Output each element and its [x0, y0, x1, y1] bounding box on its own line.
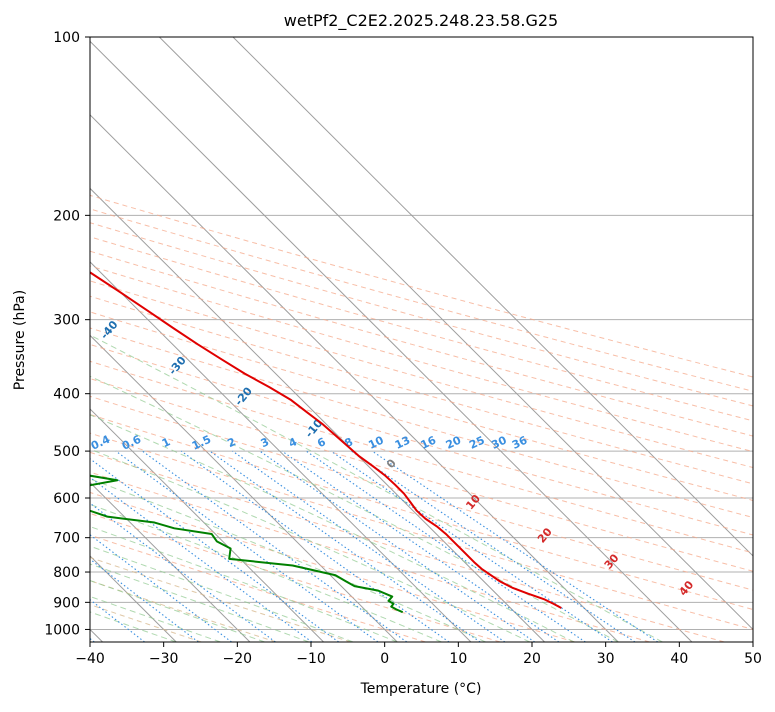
mixing-ratio-label: 13 — [393, 434, 412, 452]
dry-adiabat-line — [90, 360, 753, 554]
x-tick-label: 50 — [744, 651, 762, 667]
mixing-ratio-line — [142, 450, 408, 642]
dry-adiabat-lines — [90, 194, 753, 642]
plot-frame — [89, 36, 754, 643]
dry-adiabat-line — [90, 236, 753, 422]
x-tick-label: −30 — [149, 651, 179, 667]
dewpoint-profile — [90, 474, 404, 614]
dry-adiabat-line — [90, 413, 753, 611]
mixing-ratio-label: 10 — [366, 433, 386, 451]
mixing-ratio-line — [232, 450, 506, 642]
y-tick-label: 700 — [53, 531, 80, 547]
dry-adiabat-line — [90, 556, 351, 642]
mixing-ratio-label: 20 — [444, 433, 464, 451]
x-tick-label: 20 — [523, 651, 541, 667]
mixing-ratio-line — [351, 450, 636, 642]
mixing-ratio-line — [330, 450, 613, 642]
dry-adiabat-line — [90, 580, 277, 642]
isotherm-line — [232, 37, 753, 557]
y-tick-label: 500 — [53, 444, 80, 460]
x-tick-label: −40 — [75, 651, 105, 667]
x-tick-label: 40 — [670, 651, 688, 667]
sounding-profiles — [90, 271, 562, 614]
isotherm-line — [90, 481, 251, 642]
mixing-ratio-line — [90, 558, 199, 642]
x-axis-label: Temperature (°C) — [360, 681, 482, 697]
chart-title: wetPf2_C2E2.2025.248.23.58.G25 — [284, 11, 558, 31]
moist-adiabat-line — [90, 375, 619, 642]
x-tick-label: 10 — [449, 651, 467, 667]
pressure-gridlines — [90, 37, 753, 630]
y-tick-label: 1000 — [44, 622, 80, 638]
moist-adiabat-line — [90, 580, 265, 642]
y-tick-label: 300 — [53, 313, 80, 329]
moist-adiabat-lines — [90, 334, 663, 642]
x-tick-label: −20 — [223, 651, 253, 667]
y-tick-label: 600 — [53, 491, 80, 507]
x-tick-label: −10 — [296, 651, 326, 667]
mixing-ratio-line — [371, 450, 659, 642]
isotherm-line — [90, 408, 324, 642]
x-tick-label: 0 — [380, 651, 389, 667]
isotherm-line — [90, 40, 693, 642]
isotherm-line — [158, 37, 753, 631]
isotherm-line — [90, 261, 472, 642]
x-axis-ticks: −40 −30 −20 −10 0 10 20 30 40 50 — [75, 642, 762, 667]
isotherm-line — [90, 114, 619, 642]
y-tick-label: 100 — [53, 30, 80, 46]
mixing-ratio-line — [209, 450, 481, 642]
x-tick-label: 30 — [597, 651, 615, 667]
mixing-ratio-line — [281, 450, 560, 642]
dry-adiabat-line — [90, 222, 753, 407]
mixing-ratio-label: 16 — [419, 433, 439, 451]
mixing-ratio-line — [90, 458, 339, 642]
moist-adiabat-line — [90, 414, 575, 642]
moist-adiabat-line — [90, 526, 398, 642]
y-axis-label: Pressure (hPa) — [12, 290, 28, 390]
moist-adiabat-line — [90, 448, 531, 642]
temperature-profile — [90, 271, 562, 609]
mixing-ratio-line — [180, 450, 450, 642]
dry-adiabat-line — [90, 265, 753, 453]
dry-adiabat-line — [90, 343, 753, 536]
mixing-ratio-label: 36 — [510, 433, 530, 451]
y-tick-label: 800 — [53, 565, 80, 581]
plot-area: 0.10.20.40.611.52346810131620253036-100-… — [90, 37, 753, 642]
dry-adiabat-line — [90, 451, 725, 642]
moist-adiabat-line — [90, 563, 310, 642]
moist-adiabat-line — [90, 478, 486, 642]
y-axis-ticks: 100 200 300 400 500 600 700 800 900 1000 — [44, 30, 90, 638]
dry-adiabat-line — [90, 194, 753, 378]
y-tick-label: 400 — [53, 387, 80, 403]
y-tick-label: 900 — [53, 595, 80, 611]
dry-adiabat-line — [90, 491, 576, 642]
dry-adiabat-line — [90, 512, 501, 642]
mixing-ratio-label: 30 — [489, 433, 509, 451]
dry-adiabat-line — [90, 432, 753, 630]
mixing-ratio-label: 25 — [467, 434, 486, 452]
isotherm-line — [90, 334, 398, 642]
y-tick-label: 200 — [53, 208, 80, 224]
